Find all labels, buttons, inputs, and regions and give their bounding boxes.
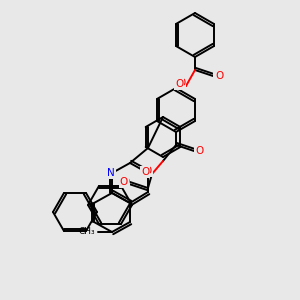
- Text: O: O: [177, 78, 185, 88]
- Text: O: O: [214, 71, 222, 81]
- Text: O: O: [175, 79, 183, 89]
- Text: O: O: [121, 177, 129, 187]
- Text: N: N: [107, 168, 115, 178]
- Text: O: O: [195, 146, 203, 156]
- Text: N: N: [107, 168, 115, 178]
- Text: O: O: [120, 177, 128, 187]
- Text: CH₃: CH₃: [78, 227, 95, 236]
- Text: O: O: [144, 166, 152, 176]
- Text: O: O: [215, 71, 223, 81]
- Text: O: O: [141, 167, 149, 177]
- Text: O: O: [196, 146, 204, 156]
